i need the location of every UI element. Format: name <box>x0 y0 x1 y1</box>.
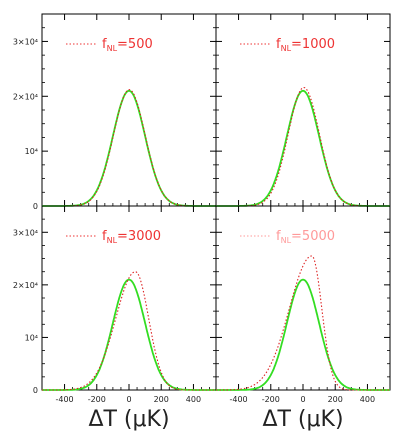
legend-subscript: NL <box>107 236 118 245</box>
y-tick-label: 3×10⁴ <box>13 37 38 46</box>
gaussian-curve <box>216 278 390 391</box>
gaussian-curve <box>42 278 216 391</box>
panel-3: -400 -200 0 200 400 0 10⁴ 2×10⁴ 3×10⁴ fNL=3000 <box>13 205 217 404</box>
y-tick-label: 3×10⁴ <box>13 228 38 237</box>
panel-4: -400 -200 0 200 400 fNL=5000 <box>215 205 391 404</box>
y-tick-label: 10⁴ <box>25 333 38 342</box>
x-tick-label: -200 <box>88 395 106 404</box>
non-gaussian-curve <box>42 271 216 391</box>
x-tick-label: 200 <box>154 395 169 404</box>
x-tick-label: 0 <box>126 395 131 404</box>
y-tick-label: 2×10⁴ <box>13 281 38 290</box>
non-gaussian-curve <box>216 255 390 391</box>
gaussian-curve <box>216 89 390 207</box>
x-tick-label: 0 <box>300 395 305 404</box>
legend-label: fNL=3000 <box>102 229 161 245</box>
legend-prefix: f <box>102 37 107 52</box>
legend-value: =5000 <box>291 229 335 244</box>
x-axis-label: ΔT (μK) <box>262 407 343 432</box>
y-tick-label: 0 <box>33 202 38 211</box>
legend-label: fNL=500 <box>102 37 153 53</box>
panel-2: fNL=1000 <box>215 13 391 207</box>
legend-subscript: NL <box>281 44 292 53</box>
y-tick-label: 10⁴ <box>25 147 38 156</box>
legend-prefix: f <box>276 37 281 52</box>
x-tick-label: -400 <box>55 395 73 404</box>
y-tick-label: 0 <box>33 386 38 395</box>
gaussian-curve <box>42 89 216 207</box>
x-axis-label: ΔT (μK) <box>88 407 169 432</box>
legend-value: =1000 <box>291 37 335 52</box>
non-gaussian-curve <box>216 86 390 207</box>
legend-prefix: f <box>102 229 107 244</box>
legend-value: =500 <box>117 37 153 52</box>
panel-1: 0 10⁴ 2×10⁴ 3×10⁴ fNL=500 <box>13 13 217 211</box>
legend-label: fNL=1000 <box>276 37 335 53</box>
x-tick-label: 400 <box>360 395 375 404</box>
legend-label: fNL=5000 <box>276 229 335 245</box>
legend-prefix: f <box>276 229 281 244</box>
x-tick-label: 200 <box>328 395 343 404</box>
y-tick-label: 2×10⁴ <box>13 92 38 101</box>
x-tick-label: -400 <box>229 395 247 404</box>
legend-value: =3000 <box>117 229 161 244</box>
legend-subscript: NL <box>281 236 292 245</box>
x-tick-label: -200 <box>262 395 280 404</box>
non-gaussian-curve <box>42 89 216 207</box>
legend-subscript: NL <box>107 44 118 53</box>
x-tick-label: 400 <box>186 395 201 404</box>
